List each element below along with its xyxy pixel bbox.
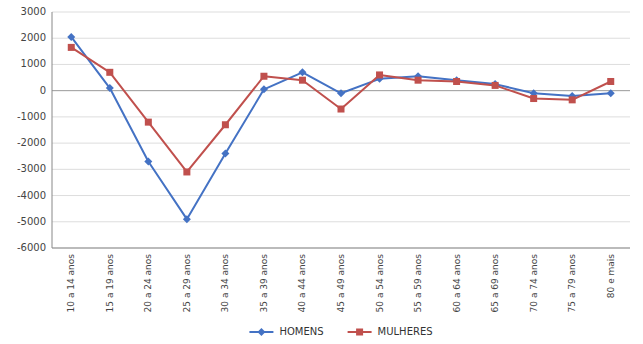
series-line <box>71 47 610 172</box>
point <box>260 85 268 93</box>
point <box>260 73 267 80</box>
point <box>106 69 113 76</box>
x-tick-label: 15 a 19 anos <box>105 254 115 313</box>
grid-line <box>52 169 630 170</box>
grid-line <box>52 64 630 65</box>
chart: -6000 -5000 -4000 -3000 -2000 -1000 0 1000 2000 3… <box>0 0 643 344</box>
x-axis: 10 a 14 anos 15 a 19 anos 20 a 24 anos 25 a… <box>52 248 630 312</box>
y-tick-label: -3000 <box>17 163 46 174</box>
x-tick-label: 30 a 34 anos <box>220 254 230 313</box>
x-tick-label: 45 a 49 anos <box>336 254 346 313</box>
y-tick-label: -5000 <box>17 216 46 227</box>
point <box>453 76 461 84</box>
x-tick-label: 55 a 59 anos <box>413 254 423 313</box>
point <box>376 71 383 78</box>
grid-line <box>52 221 630 222</box>
point <box>68 44 75 51</box>
grid-line <box>52 116 630 117</box>
y-tick-label: 2000 <box>21 32 46 43</box>
series-line <box>71 37 610 219</box>
plot-area <box>67 33 614 223</box>
x-tick-label: 40 a 44 anos <box>297 254 307 313</box>
legend-marker <box>356 329 363 336</box>
point <box>145 119 152 126</box>
point <box>337 89 345 97</box>
grid-line <box>52 195 630 196</box>
y-tick-label: 0 <box>40 85 46 96</box>
grid-line <box>52 248 630 249</box>
x-tick-label: 60 a 64 anos <box>452 254 462 313</box>
point <box>607 89 615 97</box>
legend-label: MULHERES <box>378 326 433 337</box>
point <box>607 78 614 85</box>
grid <box>52 12 630 248</box>
legend-item: MULHERES <box>348 326 433 337</box>
y-axis: -6000 -5000 -4000 -3000 -2000 -1000 0 1000 2000 3… <box>17 6 52 253</box>
x-tick-label: 65 a 69 anos <box>490 254 500 313</box>
y-tick-label: 3000 <box>21 6 46 17</box>
grid-line <box>52 12 630 13</box>
x-axis-line <box>52 248 630 249</box>
y-tick-label: -2000 <box>17 137 46 148</box>
point <box>298 68 306 76</box>
legend: HOMENS MULHERES <box>249 326 432 337</box>
x-tick-label: 10 a 14 anos <box>66 254 76 313</box>
grid-line <box>52 38 630 39</box>
legend-item: HOMENS <box>249 326 323 337</box>
point <box>415 77 422 84</box>
legend-marker <box>257 328 265 336</box>
point <box>569 96 576 103</box>
x-tick-label: 25 a 29 anos <box>182 254 192 313</box>
point <box>338 106 345 113</box>
x-tick-label: 70 a 74 anos <box>529 254 539 313</box>
point <box>222 121 229 128</box>
x-tick-label: 35 a 39 anos <box>259 254 269 313</box>
x-tick-label: 50 a 54 anos <box>375 254 385 313</box>
point <box>183 215 191 223</box>
point <box>221 150 229 158</box>
x-tick-label: 20 a 24 anos <box>143 254 153 313</box>
y-axis-line <box>52 12 53 248</box>
legend-label: HOMENS <box>279 326 323 337</box>
point <box>299 77 306 84</box>
x-tick-label: 75 a 79 anos <box>567 254 577 313</box>
y-tick-label: -1000 <box>17 111 46 122</box>
point <box>67 33 75 41</box>
point <box>106 84 114 92</box>
y-tick-label: 1000 <box>21 58 46 69</box>
point <box>491 80 499 88</box>
y-tick-label: -6000 <box>17 242 46 253</box>
point <box>183 168 190 175</box>
y-tick-label: -4000 <box>17 190 46 201</box>
x-tick-label: 80 e mais <box>606 254 616 298</box>
point <box>453 78 460 85</box>
chart-container: -6000 -5000 -4000 -3000 -2000 -1000 0 1000 2000 3… <box>0 0 643 344</box>
point <box>530 95 537 102</box>
point <box>492 82 499 89</box>
point <box>144 157 152 165</box>
